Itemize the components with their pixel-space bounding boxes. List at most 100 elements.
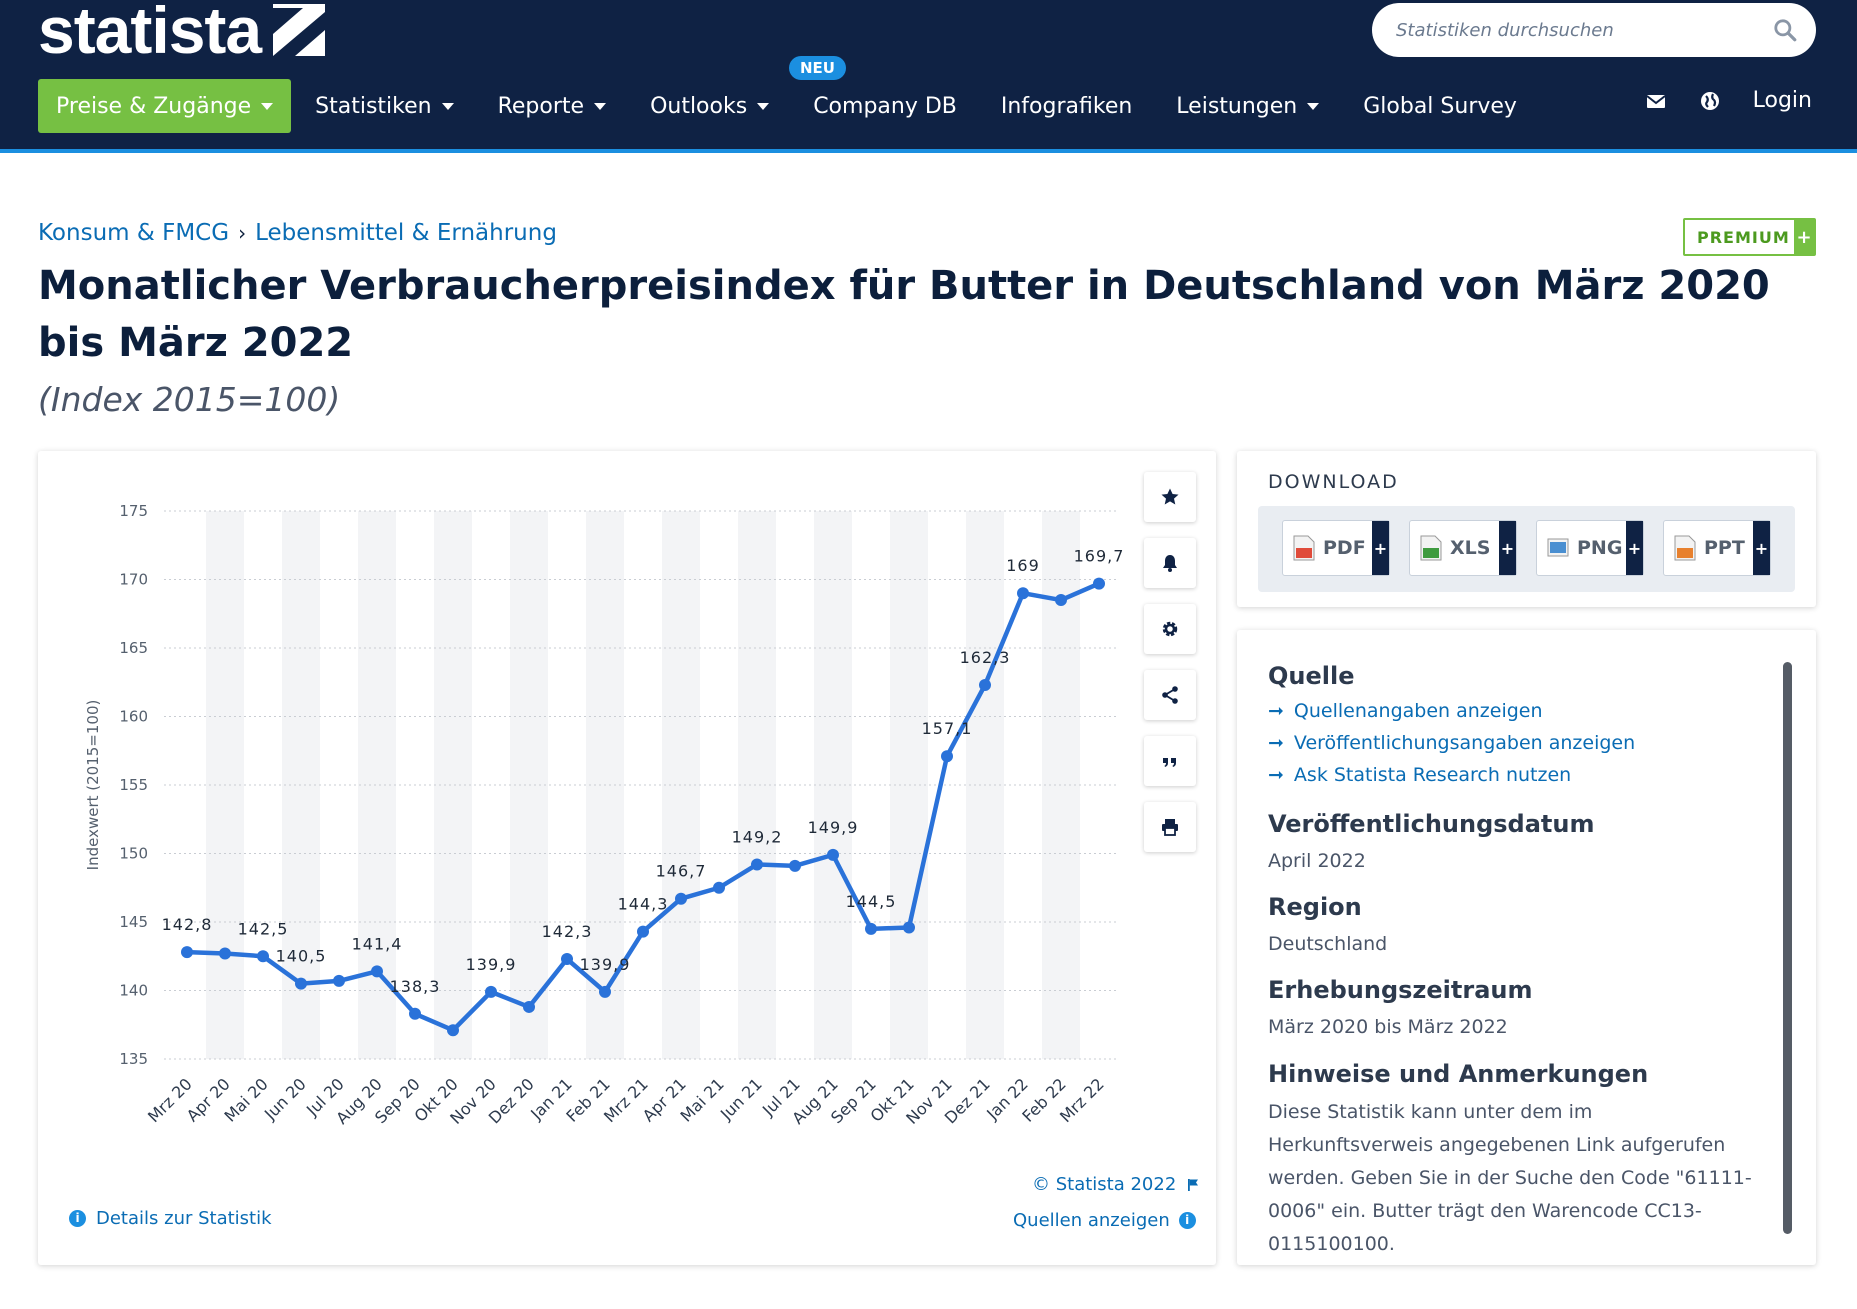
source-link-quellenangaben[interactable]: ➞ Quellenangaben anzeigen bbox=[1268, 700, 1543, 722]
premium-plus: + bbox=[1794, 220, 1814, 254]
x-tick-label: Mai 21 bbox=[677, 1074, 728, 1125]
caret-down-icon bbox=[261, 102, 274, 110]
y-axis-label: Indexwert (2015=100) bbox=[84, 700, 102, 871]
logo-mark-icon bbox=[273, 4, 326, 56]
login-link[interactable]: Login bbox=[1752, 88, 1812, 113]
data-point bbox=[333, 974, 345, 987]
nav-infografiken[interactable]: Infografiken bbox=[1001, 94, 1132, 119]
nav-label: Leistungen bbox=[1176, 93, 1298, 119]
statistic-details-link[interactable]: i Details zur Statistik bbox=[69, 1208, 272, 1229]
data-label: 139,9 bbox=[580, 955, 631, 974]
search-icon[interactable] bbox=[1772, 17, 1798, 43]
download-ppt-button[interactable]: PPT + bbox=[1663, 520, 1771, 576]
nav-preise-zugaenge[interactable]: Preise & Zugänge bbox=[38, 79, 292, 133]
nav-label: Global Survey bbox=[1363, 93, 1517, 119]
region-heading: Region bbox=[1268, 893, 1362, 921]
data-point bbox=[827, 848, 839, 861]
y-tick-label: 175 bbox=[119, 502, 148, 520]
data-point bbox=[713, 881, 725, 894]
download-png-button[interactable]: PNG + bbox=[1536, 520, 1644, 576]
data-point bbox=[1055, 594, 1067, 607]
source-link-veroeffentlichung[interactable]: ➞ Veröffentlichungsangaben anzeigen bbox=[1268, 732, 1635, 754]
data-label: 138,3 bbox=[390, 977, 441, 996]
data-label: 144,3 bbox=[618, 895, 669, 914]
page-title: Monatlicher Verbraucherpreisindex für Bu… bbox=[38, 263, 1770, 366]
breadcrumb-item-konsum[interactable]: Konsum & FMCG bbox=[38, 220, 230, 246]
info-card: Quelle ➞ Quellenangaben anzeigen ➞ Veröffe… bbox=[1237, 630, 1816, 1265]
scrollbar[interactable] bbox=[1783, 662, 1792, 1234]
share-button[interactable] bbox=[1144, 670, 1196, 720]
top-header: statista Statistiken durchsuchen NEU Pre… bbox=[0, 0, 1857, 153]
arrow-right-icon: ➞ bbox=[1268, 732, 1284, 754]
nav-statistiken[interactable]: Statistiken bbox=[315, 93, 454, 119]
nav-label: Infografiken bbox=[1000, 93, 1133, 119]
nav-company-db[interactable]: Company DB bbox=[813, 94, 957, 119]
column-shade bbox=[662, 511, 700, 1059]
y-tick-label: 170 bbox=[119, 571, 148, 589]
globe-icon[interactable] bbox=[1699, 90, 1721, 112]
download-label: PPT bbox=[1704, 537, 1745, 559]
breadcrumb-item-lebensmittel[interactable]: Lebensmittel & Ernährung bbox=[255, 220, 557, 246]
search-input[interactable]: Statistiken durchsuchen bbox=[1396, 20, 1614, 41]
data-label: 141,4 bbox=[352, 934, 403, 953]
pdf-file-icon bbox=[1293, 535, 1315, 561]
cite-button[interactable] bbox=[1144, 736, 1196, 786]
arrow-right-icon: ➞ bbox=[1268, 700, 1284, 722]
breadcrumb-separator: › bbox=[238, 221, 247, 245]
nav-reporte[interactable]: Reporte bbox=[498, 94, 607, 119]
data-label: 142,3 bbox=[542, 922, 593, 941]
x-tick-label: Jun 20 bbox=[260, 1074, 310, 1124]
data-point bbox=[371, 965, 383, 978]
nav-global-survey[interactable]: Global Survey bbox=[1363, 94, 1517, 119]
nav-leistungen[interactable]: Leistungen bbox=[1176, 93, 1320, 119]
nav-label: Preise & Zugänge bbox=[56, 93, 252, 119]
nav-outlooks[interactable]: Outlooks bbox=[650, 93, 770, 119]
y-tick-label: 135 bbox=[119, 1050, 148, 1068]
data-point bbox=[903, 921, 915, 934]
source-link-research[interactable]: ➞ Ask Statista Research nutzen bbox=[1268, 764, 1571, 786]
y-tick-label: 155 bbox=[119, 776, 148, 794]
notes-heading: Hinweise und Anmerkungen bbox=[1268, 1060, 1649, 1088]
download-bar: PDF + XLS + PNG + PPT + bbox=[1258, 506, 1795, 592]
download-pdf-button[interactable]: PDF + bbox=[1282, 520, 1390, 576]
copyright-link[interactable]: © Statista 2022 bbox=[1032, 1174, 1200, 1195]
mail-icon[interactable] bbox=[1645, 90, 1667, 112]
plus-icon: + bbox=[1626, 521, 1643, 575]
nav-label: Statistiken bbox=[315, 93, 432, 119]
search-box[interactable]: Statistiken durchsuchen bbox=[1372, 3, 1816, 57]
plus-icon: + bbox=[1753, 521, 1770, 575]
nav-label: Outlooks bbox=[650, 93, 748, 119]
data-point bbox=[979, 678, 991, 691]
details-link-text: Details zur Statistik bbox=[96, 1208, 272, 1229]
favorite-button[interactable] bbox=[1144, 472, 1196, 522]
y-tick-label: 150 bbox=[119, 845, 148, 863]
data-label: 169,7 bbox=[1074, 547, 1125, 566]
premium-label: PREMIUM bbox=[1697, 227, 1790, 247]
survey-period-value: März 2020 bis März 2022 bbox=[1268, 1016, 1508, 1038]
caret-down-icon bbox=[594, 102, 607, 110]
png-file-icon bbox=[1547, 538, 1569, 557]
caret-down-icon bbox=[1307, 102, 1320, 110]
ppt-file-icon bbox=[1674, 535, 1696, 561]
premium-badge[interactable]: PREMIUM + bbox=[1683, 218, 1816, 256]
download-label: PDF bbox=[1323, 537, 1366, 559]
nav-right: Login bbox=[1645, 88, 1812, 113]
notification-button[interactable] bbox=[1144, 538, 1196, 588]
statista-logo[interactable]: statista bbox=[38, 0, 326, 63]
link-text: Quellenangaben anzeigen bbox=[1293, 700, 1543, 722]
caret-down-icon bbox=[757, 102, 770, 110]
page-subtitle: (Index 2015=100) bbox=[38, 380, 341, 419]
nav-label: Company DB bbox=[813, 93, 957, 119]
print-button[interactable] bbox=[1144, 802, 1196, 852]
download-label: XLS bbox=[1450, 537, 1491, 559]
quote-icon bbox=[1163, 758, 1176, 767]
source-heading: Quelle bbox=[1268, 662, 1355, 690]
notes-text: Diese Statistik kann unter dem im Herkun… bbox=[1268, 1101, 1752, 1255]
data-label: 146,7 bbox=[656, 862, 707, 881]
data-point bbox=[409, 1007, 421, 1020]
download-xls-button[interactable]: XLS + bbox=[1409, 520, 1517, 576]
data-point bbox=[523, 1000, 535, 1013]
settings-button[interactable] bbox=[1144, 604, 1196, 654]
data-point bbox=[561, 952, 573, 965]
show-sources-link[interactable]: Quellen anzeigen i bbox=[1013, 1210, 1196, 1231]
